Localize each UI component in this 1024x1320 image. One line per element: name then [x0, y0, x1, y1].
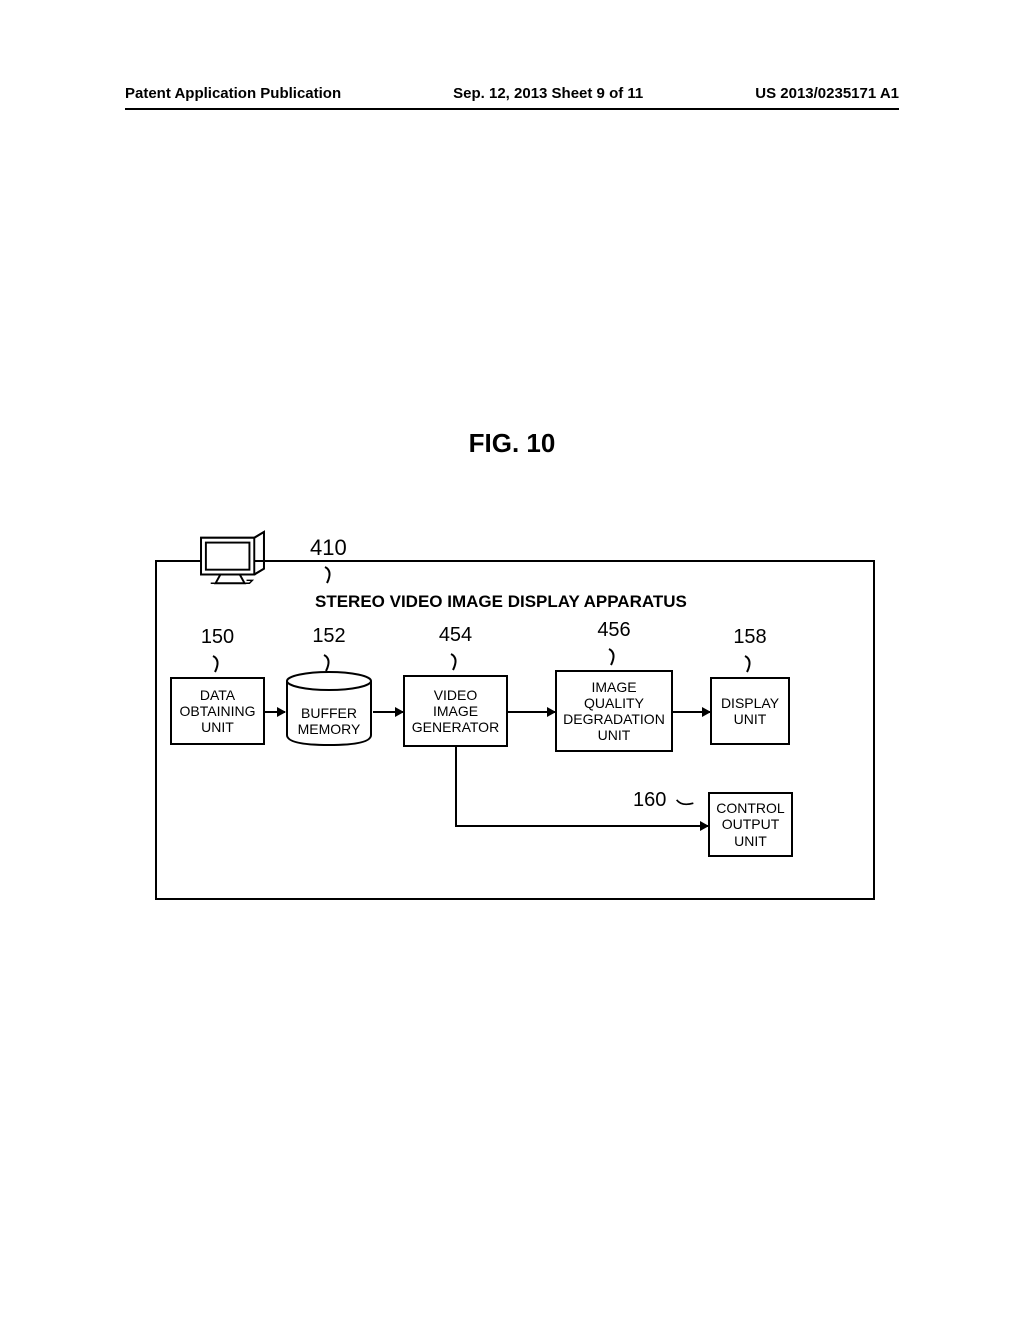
header-divider	[125, 108, 899, 110]
control-tick-icon	[675, 797, 695, 811]
display-unit-block: 158 DISPLAY UNIT	[710, 677, 790, 745]
header-left: Patent Application Publication	[125, 85, 341, 102]
block-number: 454	[439, 624, 472, 647]
figure-title: FIG. 10	[469, 428, 556, 459]
arrow-icon	[455, 825, 708, 827]
tick-icon	[607, 647, 621, 667]
header-center: Sep. 12, 2013 Sheet 9 of 11	[453, 85, 643, 102]
data-obtaining-block: 150 DATA OBTAINING UNIT	[170, 677, 265, 745]
block-text: UNIT	[201, 719, 234, 735]
tick-icon	[211, 654, 225, 674]
block-text: UNIT	[734, 833, 767, 849]
block-text: OBTAINING	[180, 703, 256, 719]
block-number: 456	[597, 619, 630, 642]
block-number: 152	[312, 625, 345, 648]
tick-icon	[322, 653, 336, 673]
block-text: CONTROL	[716, 800, 784, 816]
tick-icon	[743, 654, 757, 674]
block-text: GENERATOR	[412, 719, 499, 735]
block-text: MEMORY	[298, 721, 361, 737]
image-quality-block: 456 IMAGE QUALITY DEGRADATION UNIT	[555, 670, 673, 752]
block-number: 150	[201, 626, 234, 649]
block-text: DISPLAY	[721, 695, 779, 711]
header-right: US 2013/0235171 A1	[755, 85, 899, 102]
arrow-icon	[373, 711, 403, 713]
monitor-icon	[195, 530, 270, 590]
block-text: DEGRADATION	[563, 711, 665, 727]
control-output-block: CONTROL OUTPUT UNIT	[708, 792, 793, 857]
buffer-memory-block: 152 BUFFER MEMORY	[285, 675, 373, 747]
block-text: DATA	[200, 687, 235, 703]
apparatus-tick-icon	[323, 565, 337, 585]
block-text: QUALITY	[584, 695, 644, 711]
video-generator-block: 454 VIDEO IMAGE GENERATOR	[403, 675, 508, 747]
arrow-icon	[673, 711, 710, 713]
block-text: UNIT	[598, 727, 631, 743]
block-text: BUFFER	[301, 705, 357, 721]
block-text: OUTPUT	[722, 816, 780, 832]
arrow-icon	[508, 711, 555, 713]
tick-icon	[449, 652, 463, 672]
control-number: 160	[633, 789, 666, 812]
arrow-icon	[265, 711, 285, 713]
apparatus-number: 410	[310, 535, 347, 561]
diagram: 410 STEREO VIDEO IMAGE DISPLAY APPARATUS…	[155, 530, 875, 900]
arrow-connector	[455, 747, 457, 825]
page-header: Patent Application Publication Sep. 12, …	[0, 85, 1024, 102]
block-text: IMAGE	[433, 703, 478, 719]
block-text: UNIT	[734, 711, 767, 727]
apparatus-label: STEREO VIDEO IMAGE DISPLAY APPARATUS	[315, 592, 687, 612]
block-number: 158	[733, 626, 766, 649]
block-text: VIDEO	[434, 687, 478, 703]
block-text: IMAGE	[591, 679, 636, 695]
